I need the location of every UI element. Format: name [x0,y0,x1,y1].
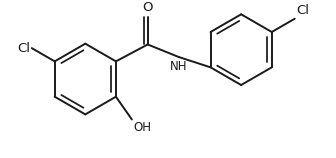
Text: O: O [142,0,153,14]
Text: Cl: Cl [17,42,31,55]
Text: Cl: Cl [296,4,309,18]
Text: NH: NH [170,60,187,73]
Text: OH: OH [133,121,151,134]
